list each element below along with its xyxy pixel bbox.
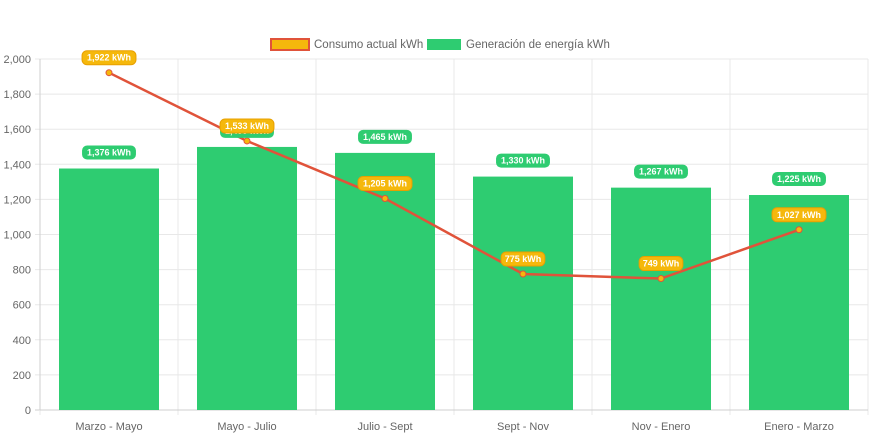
bar[interactable] xyxy=(335,152,435,410)
bar[interactable] xyxy=(59,168,159,410)
line-point[interactable] xyxy=(381,195,389,203)
y-tick-label: 0 xyxy=(25,405,31,417)
y-tick-label: 200 xyxy=(13,370,31,382)
line-data-label-bg xyxy=(638,256,684,272)
y-tick-label: 800 xyxy=(13,265,31,277)
line-data-label: 1,205 kWh xyxy=(357,176,413,192)
bar[interactable] xyxy=(611,187,711,410)
x-axis-ticks: Marzo - Mayo Mayo - Julio Julio - Sept Sept… xyxy=(75,421,833,433)
y-tick-label: 1,000 xyxy=(3,230,31,242)
bar-data-label-bg xyxy=(634,164,688,179)
x-tick-label: Sept - Nov xyxy=(497,421,549,433)
bar[interactable] xyxy=(197,146,297,410)
line-data-label: 1,533 kWh xyxy=(219,118,275,134)
bar-data-label: 1,330 kWh xyxy=(496,153,550,168)
line-data-label-text: 1,027 kWh xyxy=(777,210,821,220)
x-tick-label: Nov - Enero xyxy=(632,421,691,433)
bar-data-label-text: 1,376 kWh xyxy=(87,148,131,158)
legend: Consumo actual kWh Generación de energía… xyxy=(270,38,610,51)
y-tick-label: 1,600 xyxy=(3,124,31,136)
y-tick-label: 1,800 xyxy=(3,89,31,101)
x-tick-label: Marzo - Mayo xyxy=(75,421,142,433)
line-data-label-bg xyxy=(219,118,275,134)
line-data-label-bg xyxy=(81,50,137,66)
legend-item-consumo[interactable]: Consumo actual kWh xyxy=(270,38,423,51)
line-point[interactable] xyxy=(105,69,113,77)
legend-swatch-generacion xyxy=(427,39,461,50)
x-tick-label: Enero - Marzo xyxy=(764,421,834,433)
bar-data-label-bg xyxy=(772,172,826,187)
legend-item-generacion[interactable]: Generación de energía kWh xyxy=(427,39,610,51)
line-data-label: 775 kWh xyxy=(500,251,546,267)
line-data-label-text: 749 kWh xyxy=(643,259,680,269)
legend-swatch-consumo xyxy=(270,38,310,51)
bar-data-label: 1,267 kWh xyxy=(634,164,688,179)
y-axis-ticks: 0 200 400 600 800 1,000 1,200 1,400 1,600 1,800 2,… xyxy=(3,54,31,417)
line-data-label-text: 1,533 kWh xyxy=(225,121,269,131)
y-tick-label: 600 xyxy=(13,300,31,312)
bar-data-label-text: 1,267 kWh xyxy=(639,167,683,177)
line-data-label-bg xyxy=(771,207,827,223)
bar-data-label-bg xyxy=(82,145,136,160)
y-tick-label: 400 xyxy=(13,335,31,347)
line-data-label-bg xyxy=(500,251,546,267)
line-data-label-text: 775 kWh xyxy=(505,254,542,264)
bar-data-label: 1,376 kWh xyxy=(82,145,136,160)
bar-data-label-bg xyxy=(358,129,412,144)
line-data-label: 749 kWh xyxy=(638,256,684,272)
line-point[interactable] xyxy=(243,137,251,145)
bar-data-label-bg xyxy=(496,153,550,168)
x-tick-label: Julio - Sept xyxy=(357,421,412,433)
line-point[interactable] xyxy=(795,226,803,234)
y-tick-label: 2,000 xyxy=(3,54,31,66)
bar[interactable] xyxy=(473,176,573,410)
line-data-label-text: 1,205 kWh xyxy=(363,179,407,189)
bar-data-label: 1,465 kWh xyxy=(358,129,412,144)
axes xyxy=(39,59,868,411)
grid-lines xyxy=(35,58,869,415)
line-point[interactable] xyxy=(519,270,527,278)
bar-data-label-text: 1,465 kWh xyxy=(363,132,407,142)
line-data-label-bg xyxy=(357,176,413,192)
line-data-label-text: 1,922 kWh xyxy=(87,53,131,63)
bar-data-label: 1,225 kWh xyxy=(772,172,826,187)
legend-label-generacion: Generación de energía kWh xyxy=(466,39,610,51)
y-tick-label: 1,200 xyxy=(3,194,31,206)
line-point[interactable] xyxy=(657,275,665,283)
bar-data-label-text: 1,330 kWh xyxy=(501,156,545,166)
bar-series xyxy=(59,146,849,410)
line-data-labels: 1,922 kWh 1,533 kWh 1,205 kWh 775 kWh 749 kW… xyxy=(81,50,827,272)
bar-data-label-text: 1,225 kWh xyxy=(777,174,821,184)
line-data-label: 1,027 kWh xyxy=(771,207,827,223)
y-tick-label: 1,400 xyxy=(3,159,31,171)
legend-label-consumo: Consumo actual kWh xyxy=(314,39,423,51)
x-tick-label: Mayo - Julio xyxy=(217,421,276,433)
line-data-label: 1,922 kWh xyxy=(81,50,137,66)
